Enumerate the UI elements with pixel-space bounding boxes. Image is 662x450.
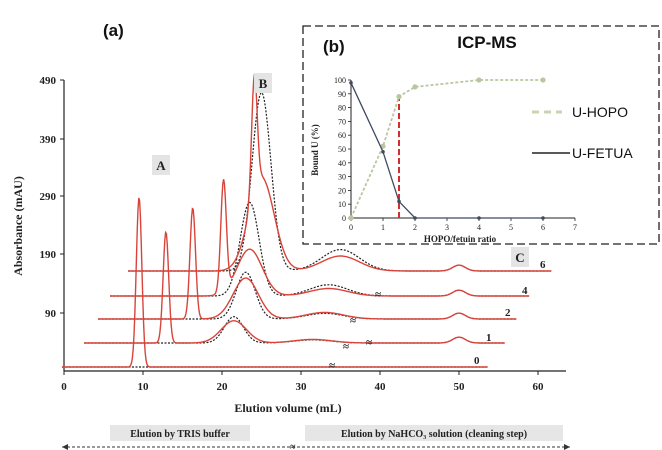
- axis-break-marks: ≈ ≈ ≈ ≈ ≈: [329, 289, 381, 372]
- tris-banner: Elution by TRIS buffer: [130, 429, 230, 440]
- inset-frame: [302, 25, 660, 245]
- nahco3-banner-bg: [305, 425, 563, 441]
- trace-label-1: 1: [486, 332, 492, 344]
- inset-y-tick-label: 10: [338, 200, 346, 209]
- inset-x-tick-label: 2: [413, 223, 417, 232]
- peak-b-label: B: [259, 76, 268, 91]
- break-mark: ≈: [329, 360, 335, 372]
- main-x-ticks: 0 10 20 30 40 50 60: [61, 371, 544, 393]
- main-x-tick-label: 20: [217, 381, 229, 393]
- trace-label-0: 0: [474, 355, 480, 367]
- inset-line-u-fetua: [350, 82, 543, 219]
- inset-y-ticks: 0 10 20 30 40 50 60 70 80 90 100: [334, 76, 351, 223]
- main-x-tick-label: 30: [296, 381, 308, 393]
- main-y-tick-label: 190: [40, 249, 57, 261]
- inset-y-tick-label: 90: [338, 90, 346, 99]
- main-y-tick-label: 390: [40, 134, 57, 146]
- inset-x-label: HOPO/fetuin ratio: [424, 234, 497, 244]
- legend-fetua-label: U-FETUA: [572, 145, 633, 161]
- inset-line-u-hopo: [350, 79, 543, 219]
- inset-y-tick-label: 80: [338, 104, 346, 113]
- inset-x-tick-label: 5: [509, 223, 513, 232]
- main-x-tick-label: 60: [533, 381, 545, 393]
- main-y-tick-label: 490: [40, 75, 57, 87]
- chromatogram-traces: [62, 73, 552, 368]
- trace-label-2: 2: [505, 307, 511, 319]
- peak-c-label: C: [515, 250, 524, 265]
- inset-x-tick-label: 0: [349, 223, 353, 232]
- trace-4-red: [110, 179, 530, 297]
- main-x-tick-label: 10: [138, 381, 150, 393]
- inset-x-tick-label: 7: [573, 223, 577, 232]
- inset-y-tick-label: 40: [338, 159, 346, 168]
- inset-y-tick-label: 0: [342, 214, 346, 223]
- trace-0-red: [62, 197, 488, 368]
- inset-x-ticks: 0 1 2 3 4 5 6 7: [349, 218, 577, 232]
- peak-c-bg: [511, 247, 529, 267]
- break-mark: ≈: [366, 337, 372, 349]
- trace-6-red: [128, 73, 552, 272]
- break-mark: ≈: [343, 341, 349, 353]
- inset-point-u-hopo: [396, 94, 402, 100]
- inset-point-u-fetua: [413, 216, 417, 220]
- inset-y-tick-label: 70: [338, 117, 346, 126]
- trace-1-black: [84, 316, 505, 344]
- inset-y-tick-label: 60: [338, 131, 346, 140]
- inset-y-tick-label: 50: [338, 145, 346, 154]
- inset-series: [348, 77, 546, 221]
- main-y-tick-label: 290: [40, 191, 57, 203]
- legend-hopo-label: U-HOPO: [572, 104, 628, 120]
- inset-x-tick-label: 6: [541, 223, 545, 232]
- break-mark: ≈: [375, 289, 381, 301]
- elution-arrow-right: [564, 444, 570, 450]
- main-y-tick-label: 90: [45, 308, 57, 320]
- inset-point-u-fetua: [477, 216, 481, 220]
- panel-a-label: (a): [103, 21, 124, 40]
- main-x-tick-label: 50: [454, 381, 466, 393]
- inset-x-tick-label: 3: [445, 223, 449, 232]
- banner-break-mark: ≈: [290, 442, 296, 450]
- panel-b-label: (b): [323, 37, 345, 56]
- tris-banner-bg: [110, 425, 250, 441]
- inset-y-tick-label: 30: [338, 173, 346, 182]
- break-mark: ≈: [350, 315, 356, 327]
- main-x-tick-label: 0: [61, 381, 67, 393]
- inset-point-u-fetua: [541, 216, 545, 220]
- inset-point-u-hopo: [348, 215, 354, 221]
- inset-x-tick-label: 4: [477, 223, 481, 232]
- inset-point-u-hopo: [540, 77, 546, 83]
- peak-b-bg: [254, 73, 272, 93]
- elution-arrow-left: [62, 444, 68, 450]
- inset-point-u-fetua: [349, 81, 353, 85]
- inset-y-tick-label: 100: [334, 76, 346, 85]
- nahco3-banner: Elution by NaHCO₃ solution (cleaning ste…: [341, 429, 527, 440]
- inset-x-tick-label: 1: [381, 223, 385, 232]
- inset-y-tick-label: 20: [338, 186, 346, 195]
- trace-label-6: 6: [540, 259, 546, 271]
- inset-point-u-hopo: [476, 77, 482, 83]
- trace-label-4: 4: [522, 285, 528, 297]
- inset-point-u-fetua: [397, 199, 401, 204]
- trace-1-red: [84, 230, 505, 344]
- main-y-label: Absorbance (mAU): [11, 176, 25, 276]
- inset-title: ICP-MS: [457, 33, 517, 52]
- inset-point-u-hopo: [412, 84, 418, 90]
- peak-a-label: A: [156, 158, 166, 173]
- trace-2-red: [98, 207, 517, 320]
- peak-a-bg: [152, 155, 170, 175]
- inset-point-u-fetua: [381, 150, 385, 154]
- main-x-tick-label: 40: [375, 381, 387, 393]
- inset-y-label: Bound U (%): [310, 124, 320, 176]
- main-y-ticks: 490 390 290 190 90: [40, 75, 64, 320]
- main-x-label: Elution volume (mL): [234, 401, 341, 415]
